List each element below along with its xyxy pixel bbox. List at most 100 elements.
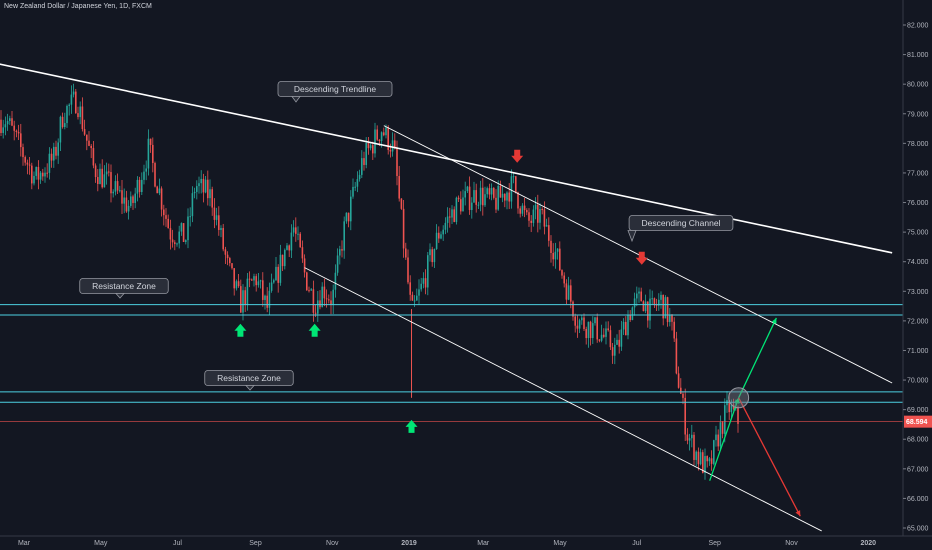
candle-body: [581, 317, 583, 321]
candle-body: [182, 223, 185, 242]
candle-body: [402, 208, 405, 249]
candle-body: [576, 325, 579, 329]
price-axis[interactable]: 65.000 66.000 67.000 68.000 69.000 70.000 71.0…: [902, 0, 932, 550]
candle-body: [352, 186, 354, 197]
candle-body: [574, 316, 576, 326]
price-tick-label: 78.000: [907, 141, 929, 148]
candle-body: [453, 209, 455, 222]
descending-channel-label[interactable]: Descending Channel: [627, 215, 734, 243]
descending-channel-lower[interactable]: [304, 267, 822, 532]
candle-body: [37, 167, 40, 180]
candle-body: [127, 205, 130, 212]
candle-body: [2, 127, 4, 133]
candle-body: [116, 181, 119, 191]
candle-body: [620, 329, 623, 347]
candle-body: [631, 307, 634, 320]
candle-body: [13, 125, 15, 131]
candle-body: [367, 142, 370, 149]
candle-body: [156, 186, 158, 194]
candle-body: [664, 297, 667, 319]
time-tick-label: Jul: [632, 540, 641, 547]
candle-body: [66, 105, 68, 124]
candle-body: [389, 149, 392, 152]
green-up-arrow-icon: [405, 419, 418, 433]
candle-body: [105, 171, 108, 175]
candle-body: [0, 119, 2, 133]
candle-body: [79, 106, 81, 118]
candle-body: [330, 300, 332, 306]
candle-body: [442, 229, 444, 235]
candle-body: [292, 227, 295, 233]
candle-body: [48, 153, 51, 173]
descending-trendline[interactable]: [0, 55, 893, 254]
candle-body: [141, 179, 143, 192]
candle-body: [565, 283, 568, 300]
candle-body: [121, 190, 123, 204]
candle-body: [334, 272, 337, 290]
candle-body: [479, 187, 482, 205]
candle-body: [616, 339, 618, 345]
candle-body: [226, 254, 229, 259]
candle-body: [724, 405, 726, 434]
candle-body: [123, 197, 125, 204]
candle-body: [552, 253, 554, 260]
candle-body: [490, 188, 493, 195]
candle-body: [622, 321, 625, 330]
candle-body: [187, 216, 189, 241]
candle-body: [561, 270, 563, 276]
descending-channel-upper[interactable]: [383, 125, 893, 384]
price-tick-label: 80.000: [907, 82, 929, 89]
candle-body: [730, 404, 733, 413]
drawing-lines[interactable]: [0, 55, 903, 532]
resistance-zone-label-lower-pointer: [245, 385, 255, 391]
candle-body: [394, 140, 396, 149]
candle-body: [270, 282, 273, 291]
candle-body: [257, 281, 260, 286]
candle-body: [682, 393, 684, 398]
candle-body: [543, 209, 546, 227]
candle-body: [537, 204, 539, 223]
candle-body: [471, 202, 473, 210]
red-down-arrow-icon: [511, 149, 524, 163]
candle-body: [559, 248, 561, 271]
annotation-labels[interactable]: Descending Trendline Descending Channel Re…: [79, 81, 734, 391]
candle-body: [365, 142, 367, 165]
candle-body: [405, 248, 407, 258]
candle-body: [728, 399, 730, 413]
candle-body: [220, 228, 222, 230]
candle-body: [110, 172, 112, 194]
candle-body: [427, 255, 429, 288]
candle-body: [61, 116, 64, 128]
candle-body: [72, 91, 75, 95]
candle-body: [314, 312, 317, 314]
resistance-zone-label-upper[interactable]: Resistance Zone: [79, 278, 169, 299]
descending-trendline-label[interactable]: Descending Trendline: [277, 81, 393, 103]
candle-body: [303, 258, 306, 273]
candle-body: [246, 278, 249, 305]
candle-body: [477, 204, 480, 206]
candle-body: [53, 146, 55, 161]
candle-body: [44, 172, 46, 177]
green-up-arrow-icon: [308, 323, 321, 337]
candle-body: [297, 233, 299, 235]
candle-body: [235, 281, 238, 289]
candle-body: [152, 144, 154, 164]
candle-body: [211, 189, 213, 208]
time-tick-label: Jul: [173, 540, 182, 547]
candle-body: [17, 131, 20, 134]
time-axis[interactable]: Mar May Jul Sep Nov 2019 Mar May Jul Sep Nov 2020: [0, 535, 932, 550]
candle-body: [147, 138, 150, 169]
candle-body: [391, 140, 394, 152]
candle-body: [512, 176, 515, 178]
candle-body: [209, 189, 211, 199]
candle-body: [460, 199, 462, 212]
price-tick-label: 69.000: [907, 407, 929, 414]
candle-body: [501, 193, 504, 198]
candle-body: [486, 188, 488, 195]
resistance-zone-label-lower[interactable]: Resistance Zone: [204, 370, 294, 391]
candle-body: [611, 347, 614, 356]
candle-body: [519, 208, 521, 214]
candle-body: [193, 191, 196, 194]
